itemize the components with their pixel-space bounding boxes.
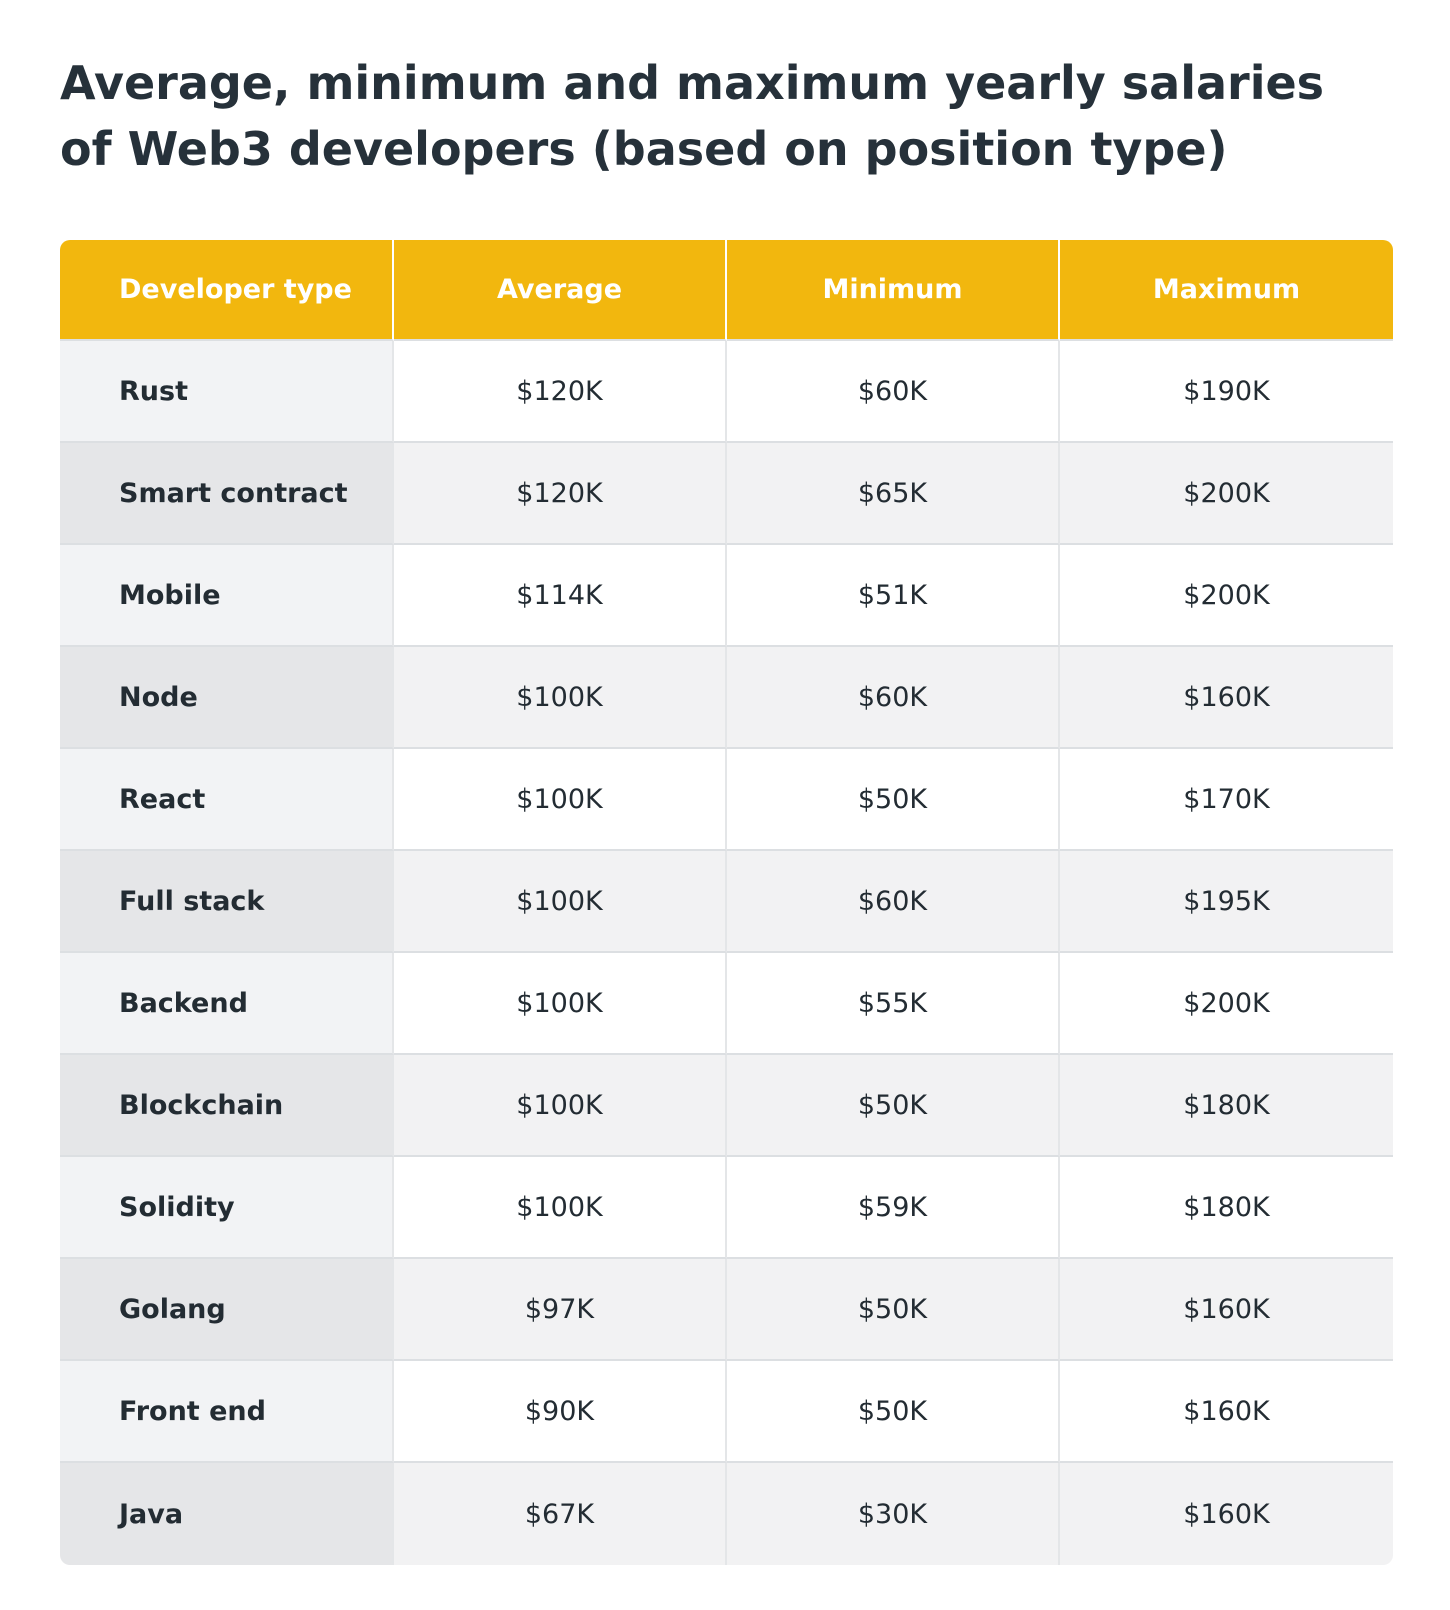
developer-type-cell: Full stack [60, 851, 394, 953]
average-cell: $67K [394, 1463, 727, 1565]
maximum-cell: $160K [1060, 647, 1393, 749]
table-header-row: Developer type Average Minimum Maximum [60, 240, 1393, 341]
maximum-cell: $200K [1060, 953, 1393, 1055]
average-cell: $100K [394, 749, 727, 851]
page-title-line-1: Average, minimum and maximum yearly sala… [60, 56, 1325, 110]
maximum-cell: $195K [1060, 851, 1393, 953]
minimum-cell: $55K [727, 953, 1060, 1055]
column-header-average: Average [394, 240, 727, 341]
average-cell: $97K [394, 1259, 727, 1361]
average-cell: $120K [394, 443, 727, 545]
maximum-cell: $160K [1060, 1259, 1393, 1361]
average-cell: $90K [394, 1361, 727, 1463]
table-body: Rust $120K $60K $190K Smart contract $120K $65… [60, 341, 1393, 1565]
developer-type-cell: Smart contract [60, 443, 394, 545]
table-row: Java $67K $30K $160K [60, 1463, 1393, 1565]
table-row: Smart contract $120K $65K $200K [60, 443, 1393, 545]
table-row: Golang $97K $50K $160K [60, 1259, 1393, 1361]
column-header-minimum: Minimum [727, 240, 1060, 341]
maximum-cell: $170K [1060, 749, 1393, 851]
average-cell: $120K [394, 341, 727, 443]
table-row: Backend $100K $55K $200K [60, 953, 1393, 1055]
minimum-cell: $60K [727, 647, 1060, 749]
minimum-cell: $50K [727, 749, 1060, 851]
developer-type-cell: React [60, 749, 394, 851]
minimum-cell: $50K [727, 1259, 1060, 1361]
maximum-cell: $200K [1060, 545, 1393, 647]
developer-type-cell: Node [60, 647, 394, 749]
developer-type-cell: Golang [60, 1259, 394, 1361]
table-row: Full stack $100K $60K $195K [60, 851, 1393, 953]
maximum-cell: $180K [1060, 1055, 1393, 1157]
average-cell: $114K [394, 545, 727, 647]
column-header-developer-type: Developer type [60, 240, 394, 341]
page-title-line-2: of Web3 developers (based on position ty… [60, 122, 1228, 176]
minimum-cell: $51K [727, 545, 1060, 647]
table-row: Node $100K $60K $160K [60, 647, 1393, 749]
maximum-cell: $190K [1060, 341, 1393, 443]
minimum-cell: $65K [727, 443, 1060, 545]
average-cell: $100K [394, 953, 727, 1055]
minimum-cell: $59K [727, 1157, 1060, 1259]
maximum-cell: $180K [1060, 1157, 1393, 1259]
developer-type-cell: Java [60, 1463, 394, 1565]
salary-table: Developer type Average Minimum Maximum R… [60, 240, 1393, 1565]
table-row: Blockchain $100K $50K $180K [60, 1055, 1393, 1157]
maximum-cell: $200K [1060, 443, 1393, 545]
minimum-cell: $60K [727, 341, 1060, 443]
developer-type-cell: Solidity [60, 1157, 394, 1259]
minimum-cell: $30K [727, 1463, 1060, 1565]
table-row: React $100K $50K $170K [60, 749, 1393, 851]
developer-type-cell: Blockchain [60, 1055, 394, 1157]
developer-type-cell: Front end [60, 1361, 394, 1463]
average-cell: $100K [394, 851, 727, 953]
average-cell: $100K [394, 1157, 727, 1259]
maximum-cell: $160K [1060, 1463, 1393, 1565]
column-header-maximum: Maximum [1060, 240, 1393, 341]
page-title: Average, minimum and maximum yearly sala… [60, 50, 1380, 182]
average-cell: $100K [394, 647, 727, 749]
maximum-cell: $160K [1060, 1361, 1393, 1463]
minimum-cell: $60K [727, 851, 1060, 953]
developer-type-cell: Backend [60, 953, 394, 1055]
developer-type-cell: Mobile [60, 545, 394, 647]
average-cell: $100K [394, 1055, 727, 1157]
minimum-cell: $50K [727, 1361, 1060, 1463]
developer-type-cell: Rust [60, 341, 394, 443]
table-row: Rust $120K $60K $190K [60, 341, 1393, 443]
table-row: Front end $90K $50K $160K [60, 1361, 1393, 1463]
table-row: Solidity $100K $59K $180K [60, 1157, 1393, 1259]
table-row: Mobile $114K $51K $200K [60, 545, 1393, 647]
minimum-cell: $50K [727, 1055, 1060, 1157]
